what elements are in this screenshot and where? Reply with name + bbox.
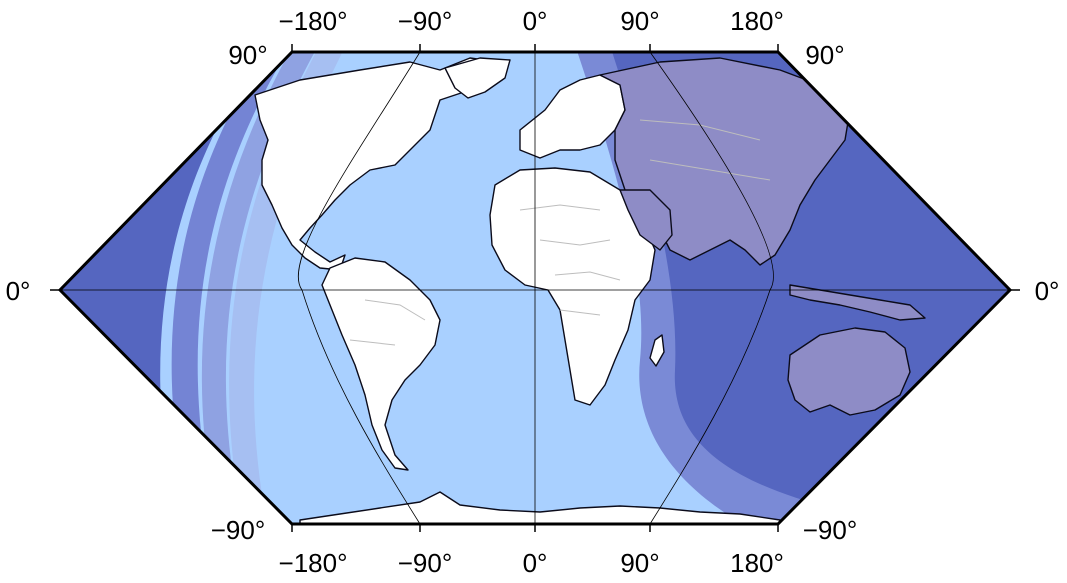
top-lon-label-5: 180°: [730, 6, 784, 36]
greenland: [444, 57, 511, 99]
bottom-lon-label-1: −180°: [279, 548, 348, 578]
lat-label-top-right: 90°: [805, 40, 844, 70]
africa: [489, 167, 656, 406]
top-lon-label-2: −90°: [398, 6, 453, 36]
bottom-lon-label-5: 180°: [730, 548, 784, 578]
twilight-left-1: [171, 52, 320, 524]
land-layer: [254, 57, 926, 524]
bottom-lon-label-3: 0°: [523, 548, 548, 578]
lat-label-top-left: 90°: [228, 40, 267, 70]
australia: [787, 327, 911, 416]
lat-label-mid-right: 0°: [1035, 276, 1060, 306]
bottom-lon-label-2: −90°: [398, 548, 453, 578]
top-lon-label-3: 0°: [523, 6, 548, 36]
madagascar: [649, 334, 665, 367]
lat-label-bottom-right: −90°: [803, 515, 858, 545]
meridian-pos90: [649, 51, 774, 525]
lat-label-bottom-left: −90°: [211, 515, 266, 545]
top-lon-label-1: −180°: [279, 6, 348, 36]
graticule: [60, 51, 1010, 525]
frame-ticks: [50, 44, 1020, 532]
arabia: [619, 189, 673, 251]
axis-labels: −180° −90° 0° 90° 180° −180° −90° 0° 90°…: [6, 6, 1060, 578]
bottom-lon-label-4: 90°: [620, 548, 659, 578]
lat-label-mid-left: 0°: [6, 276, 31, 306]
meridian-neg90: [297, 51, 421, 525]
top-lon-label-4: 90°: [620, 6, 659, 36]
indonesia: [789, 284, 926, 321]
